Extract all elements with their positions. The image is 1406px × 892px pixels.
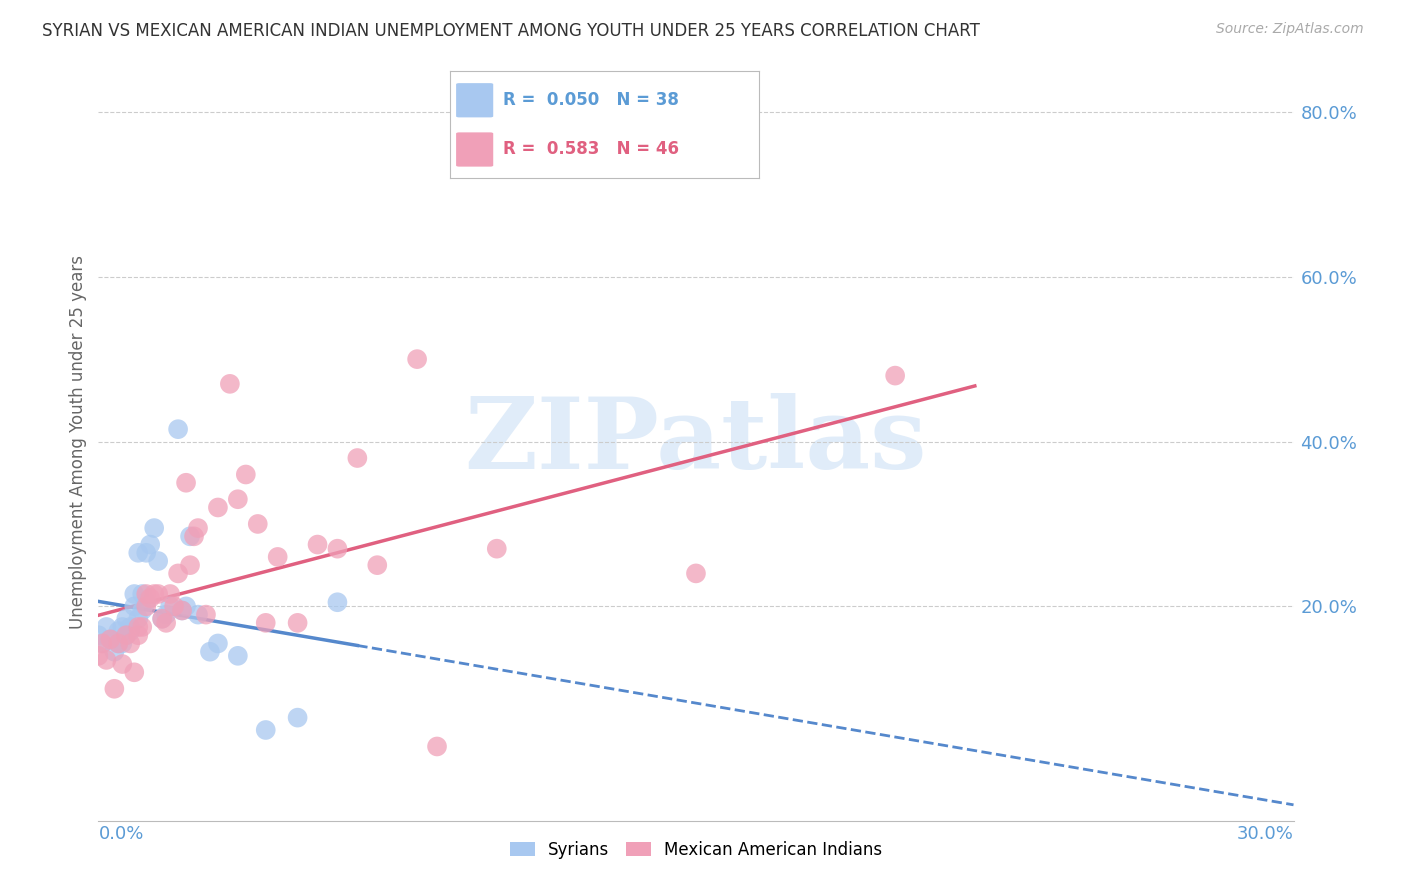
Text: 30.0%: 30.0% — [1237, 825, 1294, 843]
Point — [326, 541, 349, 556]
Point — [183, 529, 205, 543]
Point — [111, 657, 134, 671]
Point — [139, 591, 162, 606]
Point — [98, 632, 122, 647]
Point — [366, 558, 388, 573]
Point — [103, 645, 125, 659]
Point — [148, 587, 170, 601]
Point — [685, 566, 707, 581]
Point — [111, 636, 134, 650]
Point — [120, 624, 142, 639]
Point — [115, 628, 138, 642]
Point — [287, 711, 309, 725]
Point — [485, 541, 508, 556]
Point — [96, 653, 118, 667]
Point — [135, 587, 157, 601]
Point — [150, 612, 173, 626]
Text: SYRIAN VS MEXICAN AMERICAN INDIAN UNEMPLOYMENT AMONG YOUTH UNDER 25 YEARS CORREL: SYRIAN VS MEXICAN AMERICAN INDIAN UNEMPL… — [42, 22, 980, 40]
Point — [346, 450, 368, 465]
Point — [148, 554, 170, 568]
Point — [207, 636, 229, 650]
FancyBboxPatch shape — [456, 132, 494, 167]
Point — [120, 620, 142, 634]
Point — [127, 546, 149, 560]
Point — [127, 628, 149, 642]
Point — [115, 628, 138, 642]
Point — [115, 612, 138, 626]
Point — [107, 636, 129, 650]
Point — [124, 587, 146, 601]
Point — [246, 516, 269, 531]
Text: Source: ZipAtlas.com: Source: ZipAtlas.com — [1216, 22, 1364, 37]
Point — [187, 607, 209, 622]
Text: ZIPatlas: ZIPatlas — [465, 393, 927, 490]
Point — [155, 607, 177, 622]
Legend: Syrians, Mexican American Indians: Syrians, Mexican American Indians — [503, 834, 889, 865]
Point — [174, 475, 197, 490]
Point — [135, 546, 157, 560]
Point — [127, 612, 149, 626]
Point — [135, 595, 157, 609]
Point — [159, 599, 181, 614]
Y-axis label: Unemployment Among Youth under 25 years: Unemployment Among Youth under 25 years — [69, 254, 87, 629]
Point — [219, 376, 242, 391]
Point — [884, 368, 907, 383]
Point — [254, 615, 277, 630]
Point — [143, 521, 166, 535]
Text: 0.0%: 0.0% — [98, 825, 143, 843]
Point — [226, 492, 249, 507]
Point — [174, 599, 197, 614]
Point — [98, 632, 122, 647]
Point — [287, 615, 309, 630]
Point — [426, 739, 449, 754]
Point — [406, 352, 429, 367]
Point — [103, 681, 125, 696]
Point — [87, 628, 110, 642]
Point — [267, 549, 290, 564]
Point — [127, 620, 149, 634]
Point — [167, 422, 190, 436]
Point — [96, 620, 118, 634]
Point — [326, 595, 349, 609]
Point — [91, 636, 114, 650]
Point — [107, 624, 129, 639]
Point — [179, 529, 201, 543]
Text: R =  0.050   N = 38: R = 0.050 N = 38 — [502, 91, 678, 109]
Point — [172, 603, 194, 617]
Point — [107, 636, 129, 650]
Point — [159, 587, 181, 601]
Point — [187, 521, 209, 535]
Point — [198, 645, 221, 659]
Point — [207, 500, 229, 515]
Point — [131, 620, 153, 634]
Point — [195, 607, 218, 622]
Text: R =  0.583   N = 46: R = 0.583 N = 46 — [502, 141, 679, 159]
Point — [91, 636, 114, 650]
Point — [150, 612, 173, 626]
Point — [111, 620, 134, 634]
FancyBboxPatch shape — [456, 83, 494, 118]
Point — [163, 599, 186, 614]
Point — [235, 467, 257, 482]
Point — [179, 558, 201, 573]
Point — [226, 648, 249, 663]
Point — [124, 599, 146, 614]
Point — [131, 603, 153, 617]
Point — [143, 587, 166, 601]
Point — [254, 723, 277, 737]
Point — [155, 615, 177, 630]
Point — [124, 665, 146, 680]
Point — [139, 537, 162, 551]
Point — [172, 603, 194, 617]
Point — [131, 587, 153, 601]
Point — [167, 566, 190, 581]
Point — [307, 537, 329, 551]
Point — [87, 648, 110, 663]
Point — [135, 599, 157, 614]
Point — [120, 636, 142, 650]
